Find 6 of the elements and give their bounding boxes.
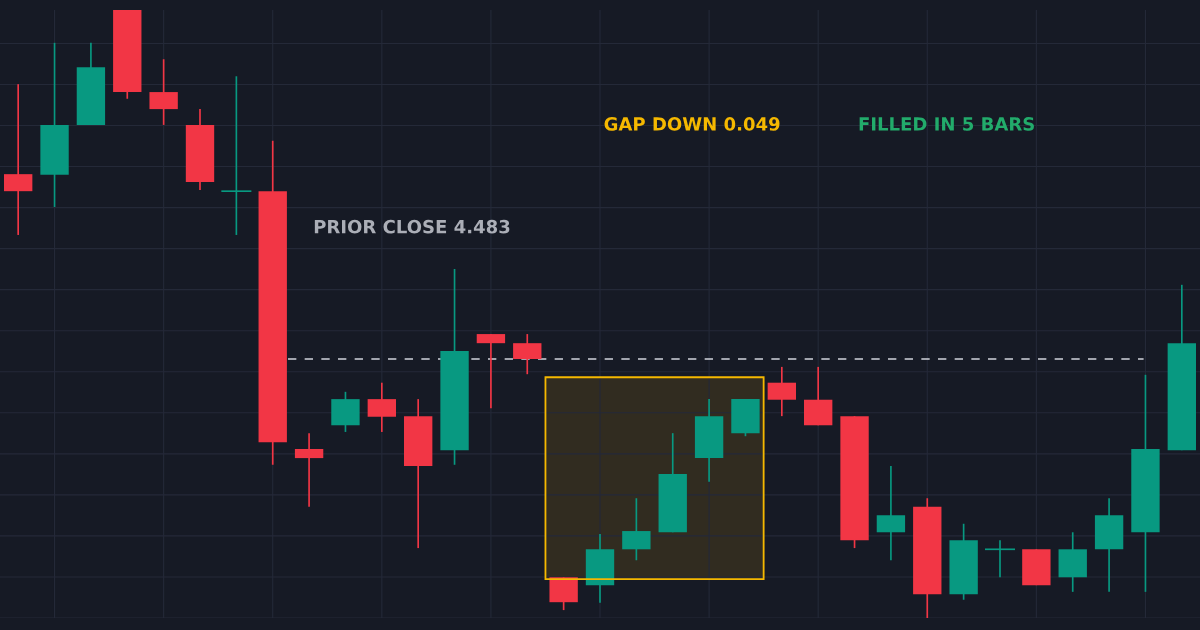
ref-line-label: PRIOR CLOSE 4.483 xyxy=(314,219,510,234)
band-label: GAP DOWN 0.049 xyxy=(604,117,780,131)
candlestick xyxy=(221,75,252,236)
annotation: FILLED IN 5 BARS xyxy=(859,117,1034,131)
candlestick xyxy=(294,432,324,508)
candlestick xyxy=(4,83,33,236)
